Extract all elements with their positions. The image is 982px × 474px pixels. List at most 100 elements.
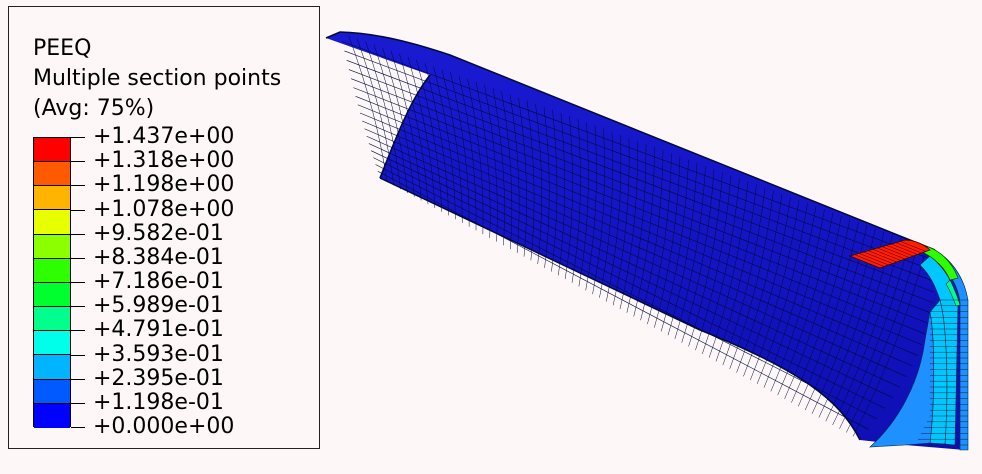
legend-tick <box>71 137 85 138</box>
mesh-lines <box>342 35 936 437</box>
top-edge <box>325 31 936 251</box>
mesh-line <box>660 159 689 332</box>
mesh-line <box>612 137 630 306</box>
mesh-line <box>467 78 484 235</box>
mesh-line <box>863 251 893 264</box>
color-band <box>34 258 70 283</box>
legend-tick <box>71 233 85 235</box>
mesh-line <box>450 72 470 227</box>
mesh-line <box>357 104 927 335</box>
mesh-line <box>359 112 923 346</box>
mesh-line <box>891 243 918 255</box>
mesh-line <box>373 157 886 409</box>
color-band <box>34 282 70 308</box>
mesh-line <box>715 184 757 362</box>
mesh-line <box>736 193 783 373</box>
legend-tick <box>71 330 85 332</box>
mesh-line <box>365 41 401 190</box>
mesh-line <box>375 164 878 420</box>
mesh-line <box>399 53 429 205</box>
mesh-line <box>640 150 664 321</box>
mesh-line <box>626 144 647 313</box>
mesh-line <box>551 109 558 272</box>
mesh-line <box>475 81 491 238</box>
legend-level-label: +7.186e-01 <box>93 269 224 294</box>
color-bar <box>33 137 71 428</box>
legend-tick <box>71 257 85 259</box>
mesh-line <box>633 147 655 317</box>
legend-level-label: +0.000e+00 <box>93 414 235 439</box>
mesh-line <box>564 116 573 280</box>
mesh-line <box>756 203 808 384</box>
mesh-line <box>750 200 800 381</box>
legend-level-label: +2.395e-01 <box>93 365 224 391</box>
mesh-line <box>377 171 869 430</box>
mesh-line <box>722 187 766 366</box>
color-band <box>34 162 70 187</box>
legend-level-label: +1.437e+00 <box>93 124 235 149</box>
mesh-line <box>743 197 791 377</box>
legend-level-label: +3.593e-01 <box>93 341 224 367</box>
bottom-edge <box>379 177 861 441</box>
deformed-end-rings <box>869 245 969 451</box>
legend-tick <box>71 209 85 211</box>
mesh-line <box>484 84 498 242</box>
mesh-line <box>441 69 463 223</box>
half-cylinder-shell <box>325 31 968 450</box>
mesh-line <box>854 254 885 267</box>
mesh-line <box>868 250 897 263</box>
color-band <box>34 403 70 428</box>
color-band <box>34 234 70 259</box>
end-ring-segment <box>869 311 935 448</box>
color-band <box>34 186 70 211</box>
mesh-line <box>353 87 932 314</box>
mesh-line <box>804 225 868 411</box>
mesh-line <box>667 162 698 336</box>
mesh-line <box>784 215 842 399</box>
mesh-line <box>526 100 535 261</box>
mesh-line <box>859 253 889 266</box>
mesh-line <box>681 169 715 343</box>
legend-level-label: +4.791e-01 <box>93 317 224 343</box>
legend-subtitle: Multiple section points <box>33 66 282 91</box>
legend-tick <box>71 427 85 428</box>
mesh-line <box>877 247 906 260</box>
mesh-line <box>348 69 935 293</box>
mesh-line <box>509 94 520 253</box>
mesh-line <box>535 103 542 265</box>
mesh-line <box>501 91 513 250</box>
mesh-line <box>798 221 859 407</box>
legend-level-label: +1.198e+00 <box>93 172 235 198</box>
color-band <box>34 331 70 356</box>
mesh-line <box>433 66 456 220</box>
mesh-line <box>518 97 527 257</box>
color-band <box>34 138 70 163</box>
legend-level-label: +1.318e+00 <box>93 148 235 174</box>
mesh-line <box>407 56 436 208</box>
legend-tick <box>71 354 85 356</box>
mesh-line <box>356 38 394 186</box>
legend-level-label: +8.384e-01 <box>93 244 224 270</box>
legend-tick <box>71 402 85 404</box>
color-band <box>34 307 70 332</box>
legend-tick <box>71 185 85 187</box>
mesh-line <box>839 240 910 429</box>
model-viewport[interactable] <box>320 0 982 474</box>
mesh-line <box>344 50 936 272</box>
legend-panel: PEEQ Multiple section points (Avg: 75%) … <box>8 6 320 449</box>
mesh-line <box>382 47 415 197</box>
mesh-line <box>708 181 749 358</box>
mesh-line <box>424 63 449 216</box>
mesh-line <box>729 190 774 369</box>
mesh-line <box>791 218 851 403</box>
mesh-line <box>366 135 907 377</box>
legend-tick <box>71 161 85 163</box>
color-band <box>34 355 70 380</box>
color-band <box>34 379 70 404</box>
mesh-line <box>872 249 901 261</box>
mesh-line <box>342 41 936 261</box>
mesh-line <box>368 143 901 388</box>
mesh-line <box>585 125 597 291</box>
mesh-line <box>370 150 893 399</box>
legend-level-label: +1.198e-01 <box>93 389 224 415</box>
